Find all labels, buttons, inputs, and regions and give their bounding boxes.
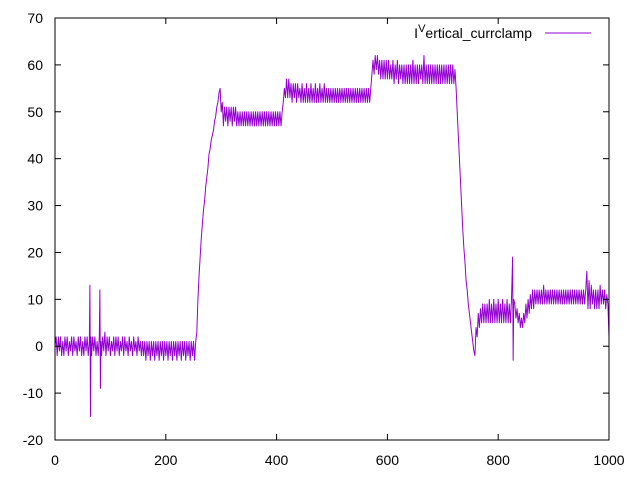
legend: IVertical_currclamp bbox=[414, 23, 591, 41]
y-tick-label: -10 bbox=[23, 385, 43, 401]
x-tick-label: 1000 bbox=[593, 452, 624, 468]
series-line-0 bbox=[54, 55, 610, 418]
plot-frame bbox=[54, 17, 610, 441]
y-tick-label: 20 bbox=[27, 244, 43, 260]
x-tick-label: 400 bbox=[265, 452, 289, 468]
legend-label-superscript: V bbox=[418, 23, 426, 35]
x-tick-label: 800 bbox=[487, 452, 511, 468]
series-layer bbox=[54, 55, 610, 418]
x-tick-label: 600 bbox=[376, 452, 400, 468]
x-tick-label: 200 bbox=[154, 452, 178, 468]
axes-layer: 0 200 400 600 800 1000 -20 -10 0 10 20 30 40 50 60 70 bbox=[23, 10, 625, 468]
y-tick-label: -20 bbox=[23, 432, 43, 448]
y-tick-label: 30 bbox=[27, 198, 43, 214]
x-tick-label: 0 bbox=[51, 452, 59, 468]
y-tick-label: 50 bbox=[27, 104, 43, 120]
y-tick-label: 0 bbox=[35, 338, 43, 354]
y-tick-label: 60 bbox=[27, 57, 43, 73]
legend-label-suffix: ertical_currclamp bbox=[425, 25, 532, 41]
y-tick-label: 70 bbox=[27, 10, 43, 26]
legend-label: IVertical_currclamp bbox=[414, 23, 532, 41]
legend-label-main: I bbox=[414, 25, 418, 41]
y-tick-label: 40 bbox=[27, 151, 43, 167]
y-tick-label: 10 bbox=[27, 291, 43, 307]
